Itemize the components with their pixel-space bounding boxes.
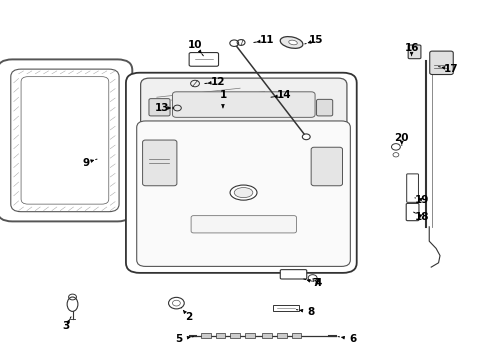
Circle shape <box>261 221 266 225</box>
FancyBboxPatch shape <box>0 59 132 221</box>
Circle shape <box>234 221 238 225</box>
FancyBboxPatch shape <box>292 333 301 338</box>
Text: 15: 15 <box>309 35 323 45</box>
Circle shape <box>392 144 400 150</box>
Text: 13: 13 <box>154 103 169 113</box>
Text: 18: 18 <box>415 212 430 222</box>
FancyBboxPatch shape <box>143 140 177 186</box>
FancyBboxPatch shape <box>311 147 343 186</box>
FancyBboxPatch shape <box>407 174 418 202</box>
FancyBboxPatch shape <box>317 99 333 116</box>
FancyBboxPatch shape <box>126 73 357 273</box>
Text: 20: 20 <box>394 132 409 143</box>
Circle shape <box>230 40 239 46</box>
FancyBboxPatch shape <box>172 92 315 117</box>
Circle shape <box>169 297 184 309</box>
Text: 10: 10 <box>188 40 202 50</box>
Ellipse shape <box>280 37 303 48</box>
FancyBboxPatch shape <box>216 333 225 338</box>
Ellipse shape <box>230 185 257 200</box>
Text: 1: 1 <box>220 90 226 100</box>
Text: 8: 8 <box>308 307 315 317</box>
FancyBboxPatch shape <box>277 333 287 338</box>
FancyBboxPatch shape <box>245 333 255 338</box>
Text: 4: 4 <box>315 278 322 288</box>
FancyBboxPatch shape <box>430 51 453 75</box>
Text: 5: 5 <box>175 334 182 344</box>
Ellipse shape <box>289 40 297 45</box>
FancyBboxPatch shape <box>406 203 419 221</box>
FancyBboxPatch shape <box>262 333 272 338</box>
FancyBboxPatch shape <box>137 121 350 266</box>
Ellipse shape <box>234 188 253 198</box>
FancyBboxPatch shape <box>230 333 240 338</box>
Circle shape <box>221 221 226 225</box>
FancyBboxPatch shape <box>280 270 307 279</box>
FancyBboxPatch shape <box>191 216 296 233</box>
Text: 6: 6 <box>349 334 356 344</box>
Text: 12: 12 <box>211 77 225 87</box>
Text: 16: 16 <box>404 42 419 53</box>
Text: 17: 17 <box>443 64 458 74</box>
Text: 9: 9 <box>82 158 89 168</box>
FancyBboxPatch shape <box>201 333 211 338</box>
FancyBboxPatch shape <box>273 305 299 311</box>
Ellipse shape <box>67 297 78 311</box>
Text: 14: 14 <box>277 90 292 100</box>
Text: 7: 7 <box>312 278 320 288</box>
FancyBboxPatch shape <box>149 99 170 116</box>
Text: 19: 19 <box>415 195 430 205</box>
FancyBboxPatch shape <box>189 53 219 66</box>
FancyBboxPatch shape <box>408 45 421 59</box>
Circle shape <box>302 134 310 140</box>
FancyBboxPatch shape <box>141 78 347 129</box>
Text: 3: 3 <box>63 321 70 331</box>
Circle shape <box>248 221 253 225</box>
Text: 11: 11 <box>260 35 274 45</box>
Text: 2: 2 <box>185 312 192 322</box>
